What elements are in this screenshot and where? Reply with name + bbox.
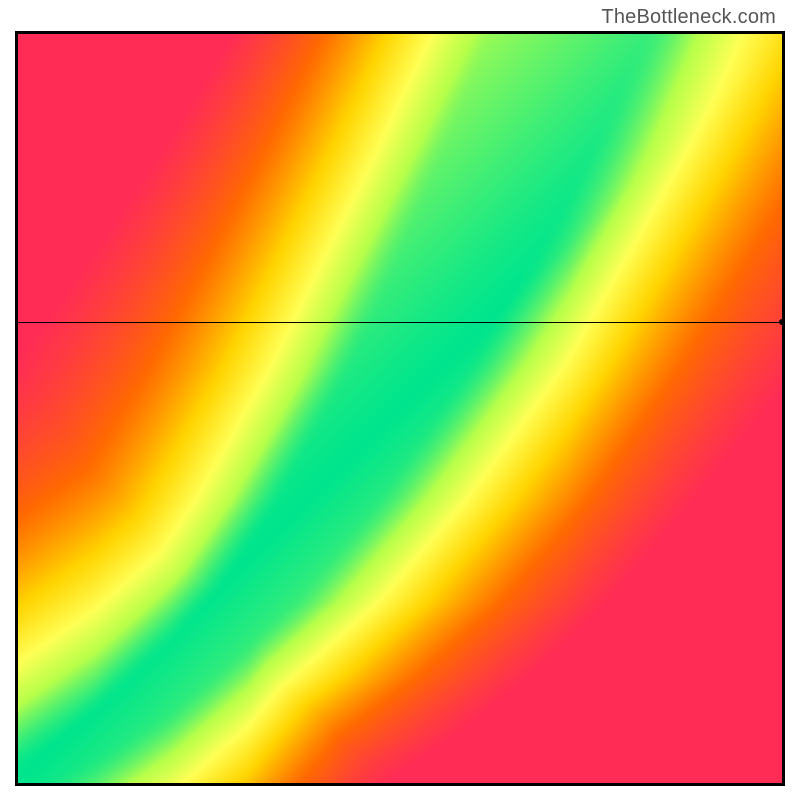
- overlay-horizontal-line: [18, 322, 782, 323]
- overlay-line-end-dot: [779, 319, 785, 325]
- heatmap-canvas: [18, 34, 782, 783]
- watermark-text: TheBottleneck.com: [601, 6, 776, 29]
